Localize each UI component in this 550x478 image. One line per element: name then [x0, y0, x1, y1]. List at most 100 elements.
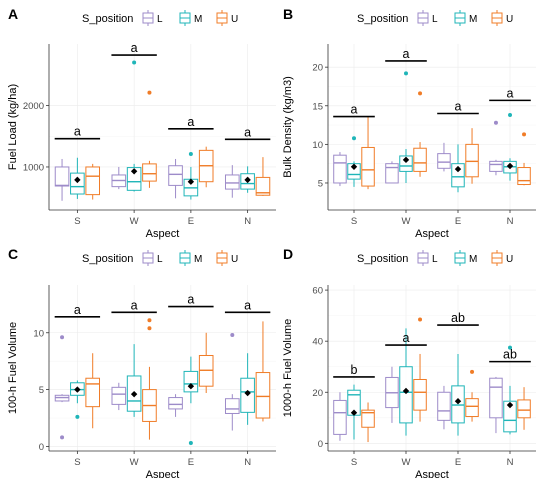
box	[465, 143, 479, 178]
x-tick-label: S	[351, 216, 357, 227]
significance-letter: ab	[503, 348, 517, 362]
box-l-w	[385, 161, 399, 184]
mean-marker	[130, 168, 138, 175]
legend: S_position L M U	[82, 250, 238, 266]
outlier-point	[188, 441, 193, 446]
outlier-point	[60, 335, 65, 340]
box	[413, 378, 427, 411]
x-tick-label: W	[130, 216, 139, 227]
box	[333, 154, 347, 184]
significance-letter: a	[507, 86, 514, 100]
box-u-n	[255, 321, 271, 422]
x-tick-label: E	[455, 216, 461, 227]
significance-letter: a	[74, 125, 81, 139]
significance-letter: a	[131, 41, 138, 55]
legend: S_position L M U	[357, 10, 513, 26]
panel-letter: B	[283, 6, 293, 22]
box-u-w	[142, 318, 157, 440]
mean-marker	[506, 162, 514, 170]
panel-b: B S_position L M U 5 10 15 20 S W E N Aspect Bulk Dens…	[282, 6, 536, 240]
significance-letter: a	[131, 298, 138, 312]
mean-marker	[402, 387, 410, 395]
x-tick-label: W	[402, 457, 411, 468]
box	[85, 166, 101, 196]
legend: S_position L M U	[82, 10, 238, 26]
y-tick-label: 1000	[23, 162, 44, 173]
mean-marker	[187, 382, 195, 390]
box-u-e	[465, 128, 479, 184]
x-tick-label: E	[188, 216, 194, 227]
box-l-n	[224, 165, 240, 198]
box-u-s	[85, 163, 101, 200]
box-l-s	[54, 335, 70, 440]
outlier-point	[418, 317, 423, 322]
legend-key-m	[179, 250, 191, 266]
legend-label: L	[432, 14, 438, 25]
legend-label: U	[231, 254, 238, 265]
outlier-point	[75, 414, 80, 419]
box	[142, 163, 157, 182]
y-axis-title: 1000-h Fuel Volume	[282, 319, 294, 417]
box	[399, 366, 413, 424]
box	[361, 146, 375, 187]
x-tick-label: S	[351, 457, 357, 468]
box	[255, 372, 271, 419]
box-l-w	[385, 366, 399, 423]
x-axis-title: Aspect	[415, 469, 449, 478]
mean-marker	[350, 409, 358, 416]
panel-letter: C	[8, 246, 18, 262]
outlier-point	[60, 435, 65, 440]
box	[451, 163, 465, 188]
y-axis-title: Bulk Density (kg/m3)	[282, 76, 294, 177]
panel-letter: A	[8, 6, 18, 22]
outlier-point	[132, 60, 137, 65]
box	[183, 370, 199, 393]
box	[224, 398, 240, 414]
box-l-e	[437, 142, 451, 172]
box	[168, 397, 183, 410]
box	[111, 386, 127, 405]
x-axis-title: Aspect	[146, 228, 180, 240]
box-l-s	[333, 392, 347, 441]
significance-letter: b	[351, 363, 358, 377]
outlier-point	[147, 318, 152, 323]
box	[70, 172, 85, 195]
legend-label: U	[506, 254, 513, 265]
box-m-w	[126, 60, 142, 192]
legend-label: L	[432, 254, 438, 265]
y-tick-label: 0	[318, 439, 323, 450]
box	[465, 398, 479, 418]
mean-marker	[454, 165, 462, 173]
panel-letter: D	[283, 246, 293, 262]
mean-marker	[244, 389, 251, 397]
x-tick-label: W	[130, 457, 139, 468]
legend-label: U	[231, 14, 238, 25]
box-u-n	[517, 132, 531, 186]
outlier-point	[470, 369, 475, 374]
mean-marker	[74, 176, 81, 184]
y-tick-label: 20	[312, 63, 323, 74]
legend-key-l	[417, 250, 429, 266]
y-axis-title: 100-h Fuel Volume	[7, 322, 19, 414]
box-l-e	[437, 385, 451, 430]
x-tick-label: S	[74, 457, 80, 468]
box	[437, 153, 451, 169]
box-l-s	[333, 152, 347, 187]
box	[54, 166, 70, 187]
box-u-w	[413, 91, 427, 177]
legend-key-u	[491, 10, 503, 26]
box-u-e	[198, 146, 214, 188]
box-m-n	[240, 166, 255, 193]
box	[361, 409, 375, 428]
box-l-e	[168, 394, 183, 417]
x-axis-title: Aspect	[415, 228, 449, 240]
box-u-s	[361, 116, 375, 190]
legend-key-u	[491, 250, 503, 266]
x-tick-label: W	[402, 216, 411, 227]
legend-title: S_position	[357, 253, 408, 265]
mean-marker	[506, 401, 514, 409]
box	[255, 176, 271, 196]
y-tick-label: 20	[312, 388, 323, 399]
y-tick-label: 60	[312, 286, 323, 297]
